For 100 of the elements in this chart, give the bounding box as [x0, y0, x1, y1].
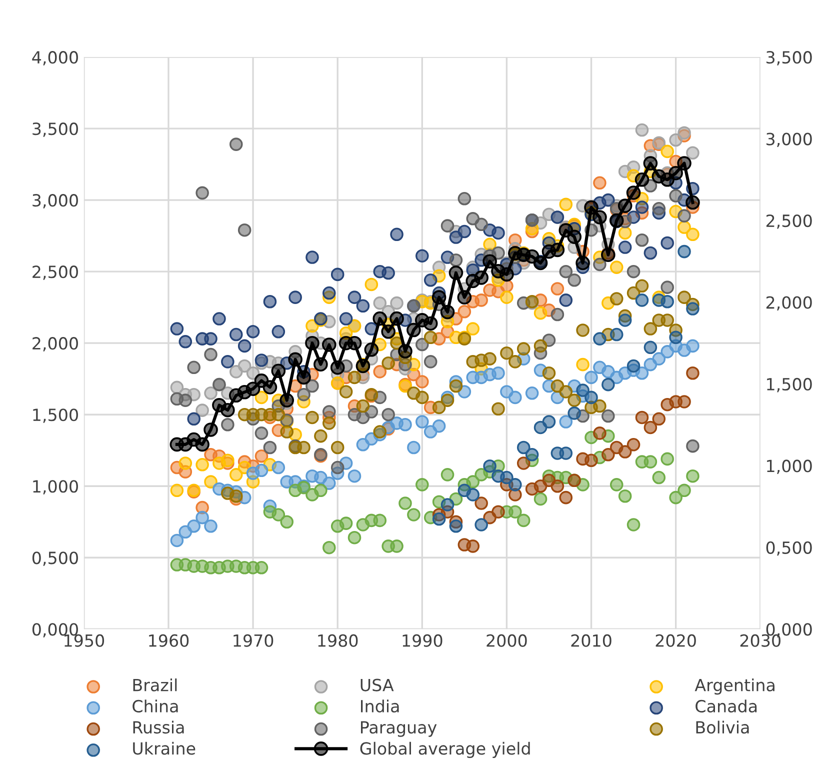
- y-tick-label: 2,000: [32, 337, 78, 352]
- y-tick-label: 1,000: [33, 480, 78, 494]
- point: [516, 440, 530, 454]
- point: [626, 438, 640, 452]
- point: [610, 328, 624, 342]
- point: [559, 490, 573, 504]
- point: [525, 448, 539, 462]
- point: [483, 352, 496, 366]
- point: [644, 322, 658, 336]
- point: [440, 394, 454, 407]
- point: [516, 456, 530, 470]
- point: [306, 410, 319, 424]
- point: [474, 496, 488, 510]
- y2-tick-label: 2,000: [766, 296, 812, 310]
- legend-label: Paraguay: [361, 721, 437, 737]
- point: [550, 479, 564, 493]
- point: [322, 416, 336, 430]
- point: [584, 454, 598, 468]
- point: [652, 412, 666, 426]
- point: [559, 446, 573, 460]
- point: [576, 384, 590, 397]
- y-tick-label: 1,500: [33, 408, 78, 423]
- x-tick-label: 2010: [571, 634, 612, 647]
- point: [568, 394, 581, 407]
- point: [635, 294, 649, 307]
- point: [686, 302, 700, 316]
- point: [644, 420, 658, 434]
- point: [542, 366, 556, 380]
- point: [314, 429, 328, 443]
- point: [534, 339, 548, 353]
- point: [492, 505, 505, 519]
- point: [297, 440, 310, 454]
- point: [593, 399, 606, 413]
- x-tick-label: 2020: [656, 634, 696, 647]
- point: [440, 498, 454, 512]
- point: [660, 294, 674, 308]
- point: [678, 290, 691, 304]
- legend-label: USA: [360, 678, 394, 692]
- point: [348, 370, 362, 384]
- point: [272, 408, 286, 422]
- point: [678, 244, 691, 258]
- y2-tick-label: 1,000: [767, 460, 812, 474]
- point: [686, 366, 700, 380]
- point: [280, 425, 294, 438]
- legend-label: Canada: [696, 700, 757, 712]
- point: [373, 425, 387, 438]
- point: [602, 378, 615, 392]
- legend-label: Brazil: [133, 678, 177, 692]
- point: [516, 342, 530, 356]
- y-tick-label: 0,500: [32, 552, 78, 566]
- x-tick-label: 2000: [486, 634, 527, 647]
- point: [356, 399, 370, 413]
- point: [542, 415, 556, 428]
- point: [618, 445, 632, 458]
- point: [669, 330, 682, 344]
- point: [339, 385, 353, 398]
- point: [635, 279, 649, 293]
- point: [660, 314, 674, 327]
- point: [424, 330, 438, 344]
- legend-label: India: [361, 700, 399, 712]
- point: [593, 332, 606, 346]
- point: [576, 324, 590, 337]
- y2-tick-label: 1,500: [767, 378, 812, 392]
- point: [483, 459, 496, 473]
- point: [449, 379, 463, 393]
- legend-label: Argentina: [694, 678, 774, 695]
- point: [559, 385, 573, 398]
- point: [416, 390, 429, 404]
- x-tick-label: 1960: [149, 634, 189, 647]
- point: [508, 355, 522, 368]
- x-tick-label: 1980: [318, 634, 358, 647]
- point: [618, 314, 632, 327]
- y-tick-label: 3,500: [32, 122, 78, 137]
- legend-label: Global average yield: [360, 742, 530, 758]
- point: [593, 426, 606, 440]
- point: [610, 292, 624, 306]
- point: [678, 395, 691, 408]
- point: [466, 488, 480, 502]
- point: [584, 390, 598, 404]
- point: [602, 448, 615, 462]
- point: [432, 400, 446, 414]
- point: [500, 346, 514, 360]
- legend-label: Ukraine: [133, 742, 196, 755]
- point: [500, 470, 514, 484]
- y-tick-label: 3,000: [32, 194, 78, 208]
- point: [568, 406, 581, 420]
- point: [229, 489, 243, 503]
- y2-tick-label: 3,000: [766, 132, 812, 148]
- point: [382, 356, 395, 370]
- y2-tick-label: 3,500: [766, 51, 812, 66]
- point: [635, 410, 649, 424]
- point: [644, 340, 658, 354]
- point: [330, 440, 344, 454]
- y2-tick-label: 2,500: [766, 214, 812, 229]
- x-tick-label: 1990: [402, 634, 442, 647]
- legend-label: Russia: [133, 720, 184, 734]
- point: [492, 402, 505, 416]
- point: [432, 512, 446, 526]
- y-tick-label: 4,000: [32, 51, 78, 66]
- y2-tick-label: 0,500: [766, 541, 812, 556]
